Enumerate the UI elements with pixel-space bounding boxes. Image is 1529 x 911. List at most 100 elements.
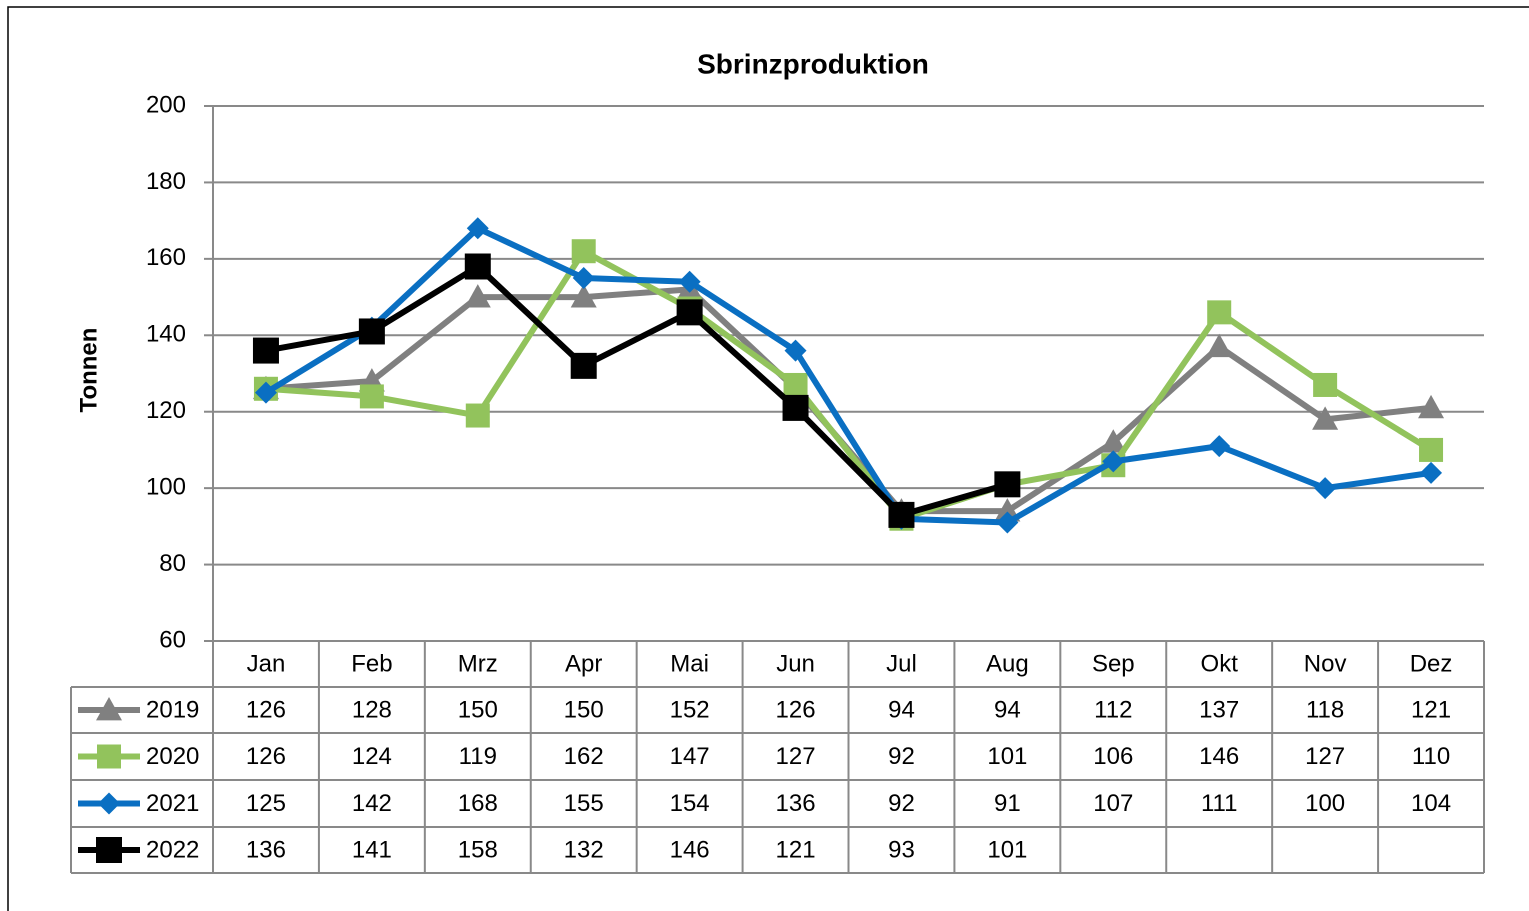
table-value: 126 [246,696,286,723]
table-value: 146 [670,836,710,863]
marker [359,384,384,409]
x-tick-label: Sep [1092,650,1135,677]
table-value: 121 [776,836,816,863]
x-tick-label: Mai [670,650,709,677]
table-value: 101 [987,743,1027,770]
y-tick-label: 60 [159,626,186,653]
table-value: 150 [458,696,498,723]
marker [1418,394,1445,419]
marker [96,837,122,863]
table-value: 141 [352,836,392,863]
table-value: 110 [1412,743,1450,770]
table-value: 104 [1411,790,1451,817]
legend-label: 2021 [146,790,199,817]
x-tick-label: Nov [1304,650,1347,677]
table-value: 106 [1093,743,1133,770]
table-value: 168 [458,790,498,817]
y-tick-label: 200 [146,91,186,118]
table-value: 94 [994,696,1021,723]
table-value: 107 [1093,790,1133,817]
marker [570,284,597,308]
table-value: 101 [987,836,1027,863]
x-tick-label: Dez [1410,650,1453,677]
table-value: 146 [1199,743,1239,770]
marker [570,352,597,379]
table-value: 137 [1199,696,1239,723]
marker [464,253,491,280]
marker [888,501,915,528]
table-value: 150 [564,696,604,723]
marker [254,381,277,404]
series-line [265,263,1009,518]
marker [466,217,489,240]
table-value: 162 [564,743,604,770]
marker [784,339,807,362]
table-value: 127 [1305,743,1345,770]
table-value: 92 [888,790,915,817]
marker [1313,372,1338,397]
legend-label: 2022 [146,836,199,863]
table-value: 136 [776,790,816,817]
table-value: 128 [352,696,392,723]
table-value: 158 [458,836,498,863]
marker [1208,435,1231,458]
marker [783,372,808,397]
marker [1100,429,1127,453]
chart-title: Sbrinzproduktion [697,48,929,79]
table-value: 121 [1411,696,1451,723]
table-value: 127 [776,743,816,770]
x-tick-label: Jun [776,650,815,677]
legend-label: 2019 [146,696,199,723]
marker [98,792,120,815]
marker [782,394,809,421]
table-value: 92 [888,743,915,770]
table-value: 125 [246,790,286,817]
x-tick-label: Aug [986,650,1029,677]
table-value: 136 [246,836,286,863]
y-tick-label: 180 [146,168,186,195]
marker [1206,333,1233,358]
marker [1314,477,1337,500]
table-value: 126 [776,696,816,723]
y-tick-label: 120 [146,397,186,424]
marker [678,270,701,293]
marker [97,744,121,769]
table-value: 147 [670,743,710,770]
x-tick-label: Apr [565,650,602,677]
table-value: 112 [1094,696,1132,723]
x-tick-label: Jul [886,650,917,677]
marker [1312,406,1339,430]
marker [96,697,122,721]
table-value: 100 [1305,790,1345,817]
table-value: 94 [888,696,915,723]
marker [571,239,596,264]
marker [252,337,279,364]
marker [1102,450,1125,473]
table-value: 126 [246,743,286,770]
legend-label: 2020 [146,743,199,770]
table-value: 111 [1201,790,1237,817]
marker [572,266,595,289]
series-line [264,225,1432,526]
table-value: 124 [352,743,392,770]
y-tick-label: 100 [146,473,186,500]
series-line [265,248,1433,522]
table-value: 155 [564,790,604,817]
table-value: 154 [670,790,710,817]
y-tick-label: 160 [146,244,186,271]
y-tick-label: 80 [159,550,186,577]
table-value: 142 [352,790,392,817]
marker [994,471,1021,498]
table-value: 132 [564,836,604,863]
marker [1420,461,1443,484]
marker [464,284,491,308]
marker [465,403,490,428]
table-value: 152 [670,696,710,723]
x-tick-label: Jan [247,650,286,677]
x-tick-label: Feb [351,650,392,677]
y-tick-label: 140 [146,321,186,348]
marker [358,318,385,345]
marker [1419,437,1444,462]
chart-border [7,6,1529,911]
table-value: 93 [888,836,915,863]
